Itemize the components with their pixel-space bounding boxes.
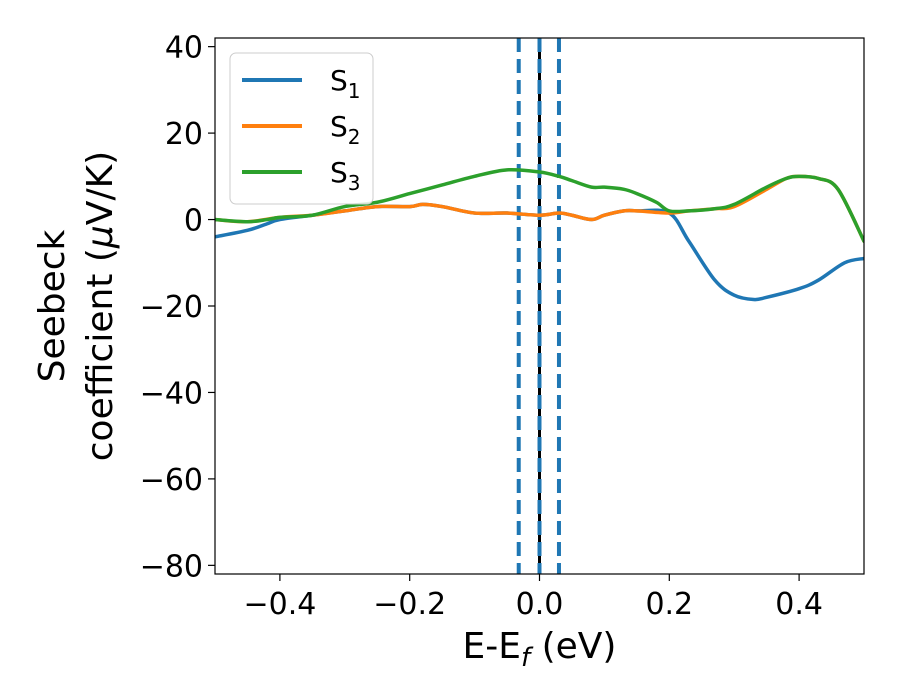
y-axis-label-line2: coefficient (μV/K) bbox=[80, 151, 121, 461]
data-series bbox=[215, 167, 864, 302]
x-axis: −0.4 −0.2 0.0 0.2 0.4 bbox=[243, 574, 823, 622]
x-tick-label: 0.2 bbox=[645, 587, 693, 622]
y-tick-label: −40 bbox=[140, 376, 203, 411]
x-axis-label: E-Ef (eV) bbox=[463, 626, 617, 673]
x-tick-label: 0.0 bbox=[516, 587, 564, 622]
legend-label-s1: S1 bbox=[330, 64, 361, 103]
x-tick-label: −0.2 bbox=[373, 587, 446, 622]
y-tick-label: −80 bbox=[140, 549, 203, 584]
series-line-s3 bbox=[215, 167, 864, 243]
y-tick-label: −20 bbox=[140, 290, 203, 325]
y-tick-label: 0 bbox=[184, 204, 203, 239]
legend: S1 S2 S3 bbox=[229, 52, 374, 205]
legend-box bbox=[229, 52, 374, 205]
y-axis-label: Seebeck coefficient (μV/K) bbox=[32, 151, 121, 461]
plot-area bbox=[214, 37, 865, 575]
y-axis-label-line1: Seebeck bbox=[32, 229, 73, 382]
x-tick-label: −0.4 bbox=[243, 587, 316, 622]
x-tick-label: 0.4 bbox=[775, 587, 823, 622]
y-tick-label: −60 bbox=[140, 463, 203, 498]
vertical-reference-lines bbox=[516, 38, 561, 574]
legend-label-s3: S3 bbox=[330, 156, 361, 195]
y-tick-label: 20 bbox=[165, 117, 203, 152]
legend-label-s2: S2 bbox=[330, 110, 361, 149]
y-axis: 40 20 0 −20 −40 −60 −80 bbox=[140, 31, 215, 584]
y-tick-label: 40 bbox=[165, 31, 203, 66]
